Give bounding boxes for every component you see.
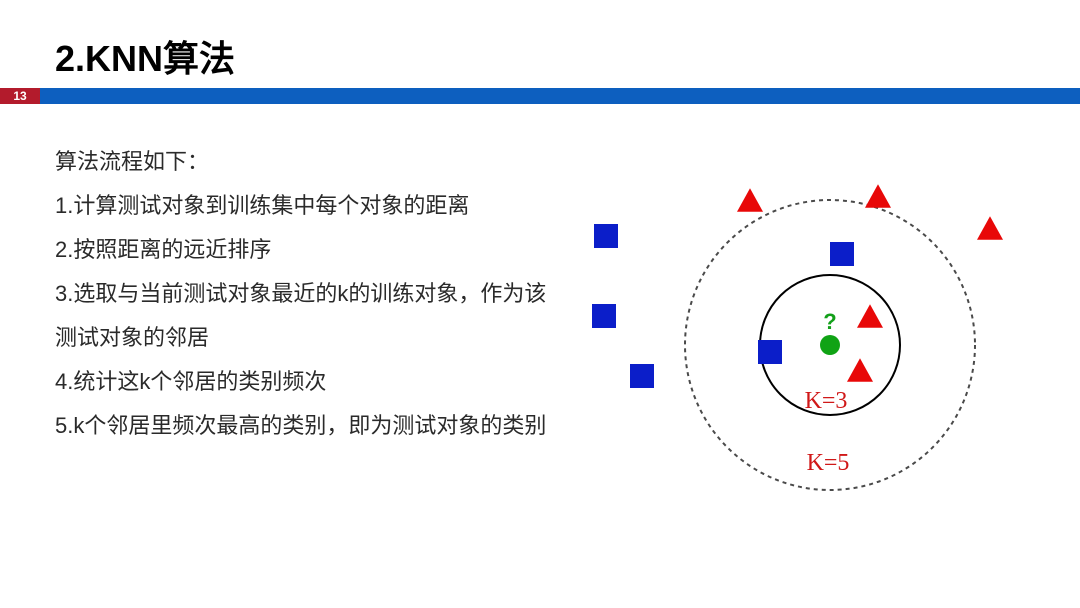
class-triangle bbox=[847, 358, 873, 381]
class-square bbox=[830, 242, 854, 266]
body-line: 4.统计这k个邻居的类别频次 bbox=[55, 360, 555, 404]
query-point bbox=[820, 335, 840, 355]
question-mark: ? bbox=[823, 309, 836, 334]
slide-number-badge: 13 bbox=[0, 88, 40, 104]
title-bar bbox=[0, 88, 1080, 104]
slide-title: 2.KNN算法 bbox=[55, 30, 235, 82]
class-triangle bbox=[737, 188, 763, 211]
body-line: 2.按照距离的远近排序 bbox=[55, 228, 555, 272]
knn-diagram: ? K=3 K=5 bbox=[570, 160, 1050, 500]
body-line: 算法流程如下： bbox=[55, 140, 555, 184]
body-text: 算法流程如下：1.计算测试对象到训练集中每个对象的距离2.按照距离的远近排序3.… bbox=[55, 140, 555, 448]
class-triangle bbox=[865, 184, 891, 207]
class-square bbox=[758, 340, 782, 364]
class-triangle bbox=[857, 304, 883, 327]
k-label: K=5 bbox=[807, 450, 850, 476]
body-line: 5.k个邻居里频次最高的类别，即为测试对象的类别 bbox=[55, 404, 555, 448]
class-square bbox=[594, 224, 618, 248]
body-line: 3.选取与当前测试对象最近的k的训练对象，作为该测试对象的邻居 bbox=[55, 272, 555, 360]
class-square bbox=[592, 304, 616, 328]
k-label: K=3 bbox=[805, 388, 848, 414]
class-triangle bbox=[977, 216, 1003, 239]
body-line: 1.计算测试对象到训练集中每个对象的距离 bbox=[55, 184, 555, 228]
class-square bbox=[630, 364, 654, 388]
